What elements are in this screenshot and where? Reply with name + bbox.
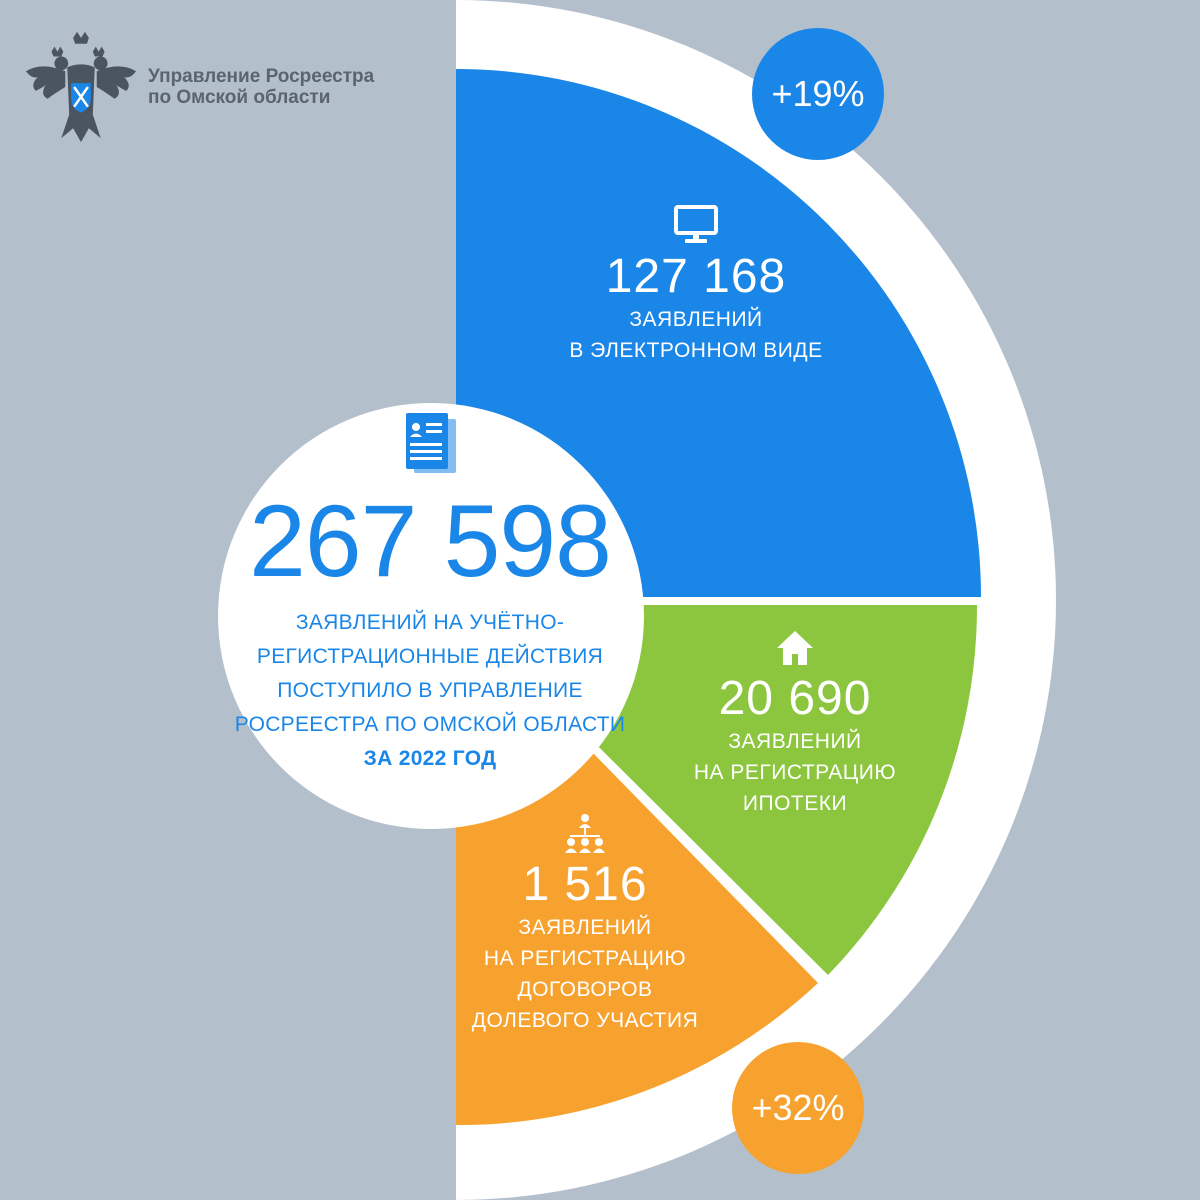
sector-electronic <box>456 69 981 597</box>
document-icon <box>406 413 456 473</box>
monitor-icon <box>674 205 718 243</box>
equity-growth-badge: +32% <box>732 1042 864 1174</box>
double-headed-eagle-emblem <box>25 31 137 143</box>
mortgage-applications-label: ЗАЯВЛЕНИЙ НА РЕГИСТРАЦИЮ ИПОТЕКИ <box>693 730 897 815</box>
mortgage-applications-block: 20 690 ЗАЯВЛЕНИЙ НА РЕГИСТРАЦИЮ ИПОТЕКИ <box>670 628 920 819</box>
equity-applications-block: 1 516 ЗАЯВЛЕНИЙ НА РЕГИСТРАЦИЮ ДОГОВОРОВ… <box>440 812 730 1036</box>
electronic-applications-label: ЗАЯВЛЕНИЙ В ЭЛЕКТРОННОМ ВИДЕ <box>569 308 823 362</box>
electronic-growth-badge: +19% <box>752 28 884 160</box>
period-label: ЗА 2022 ГОД <box>363 747 497 770</box>
org-name-line-1: Управление Росреестра <box>148 66 375 87</box>
electronic-applications-value: 127 168 <box>605 250 787 303</box>
total-circle <box>218 403 644 829</box>
organization-name: Управление Росреестра по Омской области <box>148 66 374 108</box>
electronic-applications-block: 127 168 ЗАЯВЛЕНИЙ В ЭЛЕКТРОННОМ ВИДЕ <box>546 204 846 366</box>
total-applications-label: ЗАЯВЛЕНИЙ НА УЧЁТНО- РЕГИСТРАЦИОННЫЕ ДЕЙ… <box>222 606 638 776</box>
electronic-growth-value: +19% <box>771 73 865 114</box>
house-icon <box>777 631 813 665</box>
equity-growth-value: +32% <box>751 1087 845 1128</box>
mortgage-applications-value: 20 690 <box>718 672 872 725</box>
total-applications-block: 267 598 ЗАЯВЛЕНИЙ НА УЧЁТНО- РЕГИСТРАЦИО… <box>222 403 638 829</box>
people-network-icon <box>565 814 605 853</box>
total-applications-value: 267 598 <box>249 484 612 598</box>
header: Управление Росреестра по Омской области <box>22 28 374 146</box>
equity-applications-label: ЗАЯВЛЕНИЙ НА РЕГИСТРАЦИЮ ДОГОВОРОВ ДОЛЕВ… <box>471 916 699 1032</box>
org-name-line-2: по Омской области <box>148 87 331 108</box>
equity-applications-value: 1 516 <box>522 858 648 911</box>
